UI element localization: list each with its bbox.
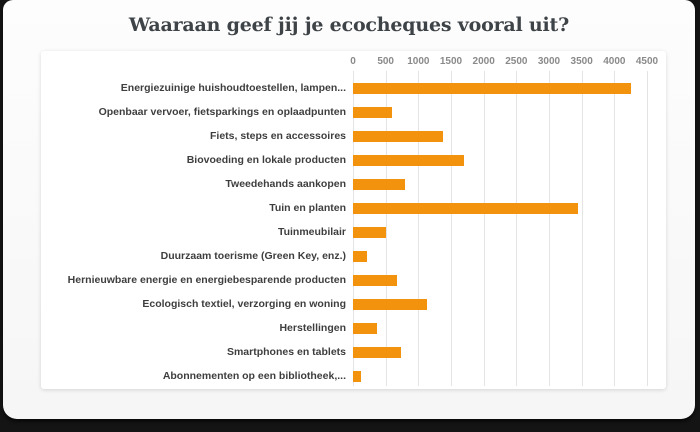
category-label: Tuinmeubilair [277, 226, 346, 238]
category-label: Fiets, steps en accessoires [210, 130, 346, 142]
bar [353, 274, 398, 286]
gridline [516, 71, 518, 386]
bar-row: Duurzaam toerisme (Green Key, enz.) [41, 244, 647, 268]
bar-track [353, 298, 647, 310]
category-label: Biovoeding en lokale producten [186, 154, 346, 166]
x-tick-label: 0 [350, 56, 356, 67]
x-tick-label: 4000 [603, 56, 626, 67]
bar [353, 130, 443, 142]
gridline [549, 71, 550, 386]
bar [353, 154, 465, 166]
bar-track [353, 154, 647, 166]
x-tick-label: 2500 [505, 56, 528, 67]
bar-rows: Energiezuinige huishoudtoestellen, lampe… [41, 76, 647, 388]
category-label: Abonnementen op een bibliotheek,... [162, 370, 346, 382]
chart-panel: 0 500 1000 1500 2000 2500 3000 3500 4000 4500 Ene… [41, 51, 666, 389]
category-label: Energiezuinige huishoudtoestellen, lampe… [120, 82, 346, 94]
category-label: Tuin en planten [269, 202, 346, 214]
bar [353, 250, 367, 262]
bar [353, 202, 578, 214]
bar-track [353, 346, 647, 358]
bar-track [353, 202, 647, 214]
bar-row: Ecologisch textiel, verzorging en woning [41, 292, 647, 316]
bar [353, 82, 631, 94]
gridline [614, 71, 616, 386]
x-tick-label: 1500 [439, 56, 463, 67]
x-tick-label: 1000 [407, 56, 430, 67]
gridline [483, 71, 485, 386]
bar-row: Tweedehands aankopen [41, 172, 647, 196]
x-axis: 0 500 1000 1500 2000 2500 3000 3500 4000 4500 [350, 56, 658, 68]
bar-track [353, 82, 647, 94]
bar-track [353, 226, 647, 238]
gridline [418, 71, 420, 386]
bar-track [353, 130, 647, 142]
bar-track [353, 250, 647, 262]
bar-track [353, 370, 647, 382]
bar-row: Tuin en planten [41, 196, 647, 220]
bar-row: Tuinmeubilair [41, 220, 647, 244]
bar-track [353, 106, 647, 118]
x-tick-label: 3500 [570, 56, 593, 67]
bar [353, 178, 405, 190]
bar [353, 106, 393, 118]
category-label: Tweedehands aankopen [225, 178, 346, 190]
bar-row: Hernieuwbare energie en energiebesparend… [41, 268, 647, 292]
category-label: Duurzaam toerisme (Green Key, enz.) [160, 250, 346, 262]
category-label: Herstellingen [279, 322, 346, 334]
bar-row: Openbaar vervoer, fietsparkings en oplaa… [41, 100, 647, 124]
category-label: Hernieuwbare energie en energiebesparend… [67, 274, 346, 286]
category-label: Openbaar vervoer, fietsparkings en oplaa… [98, 106, 346, 118]
bar-row: Herstellingen [41, 316, 647, 340]
bar [353, 370, 362, 382]
chart-card: Waaraan geef jij je ecocheques vooral ui… [3, 0, 695, 419]
gridline [451, 71, 452, 386]
bar [353, 226, 387, 238]
bar-row: Energiezuinige huishoudtoestellen, lampe… [41, 76, 647, 100]
chart-title: Waaraan geef jij je ecocheques vooral ui… [128, 14, 570, 36]
gridline [647, 71, 648, 386]
bar [353, 346, 401, 358]
x-tick-label: 3000 [537, 56, 561, 67]
bar-row: Abonnementen op een bibliotheek,... [41, 364, 647, 388]
bar-track [353, 178, 647, 190]
bar-row: Fiets, steps en accessoires [41, 124, 647, 148]
category-label: Smartphones en tablets [226, 346, 346, 358]
x-tick-label: 2000 [472, 56, 495, 67]
bar [353, 322, 377, 334]
category-label: Ecologisch textiel, verzorging en woning [142, 298, 346, 310]
bar-row: Biovoeding en lokale producten [41, 148, 647, 172]
bar-track [353, 322, 647, 334]
bar [353, 298, 428, 310]
x-tick-label: 4500 [635, 56, 659, 67]
x-tick-label: 500 [377, 56, 394, 67]
gridline [581, 71, 583, 386]
bar-track [353, 274, 647, 286]
bar-row: Smartphones en tablets [41, 340, 647, 364]
